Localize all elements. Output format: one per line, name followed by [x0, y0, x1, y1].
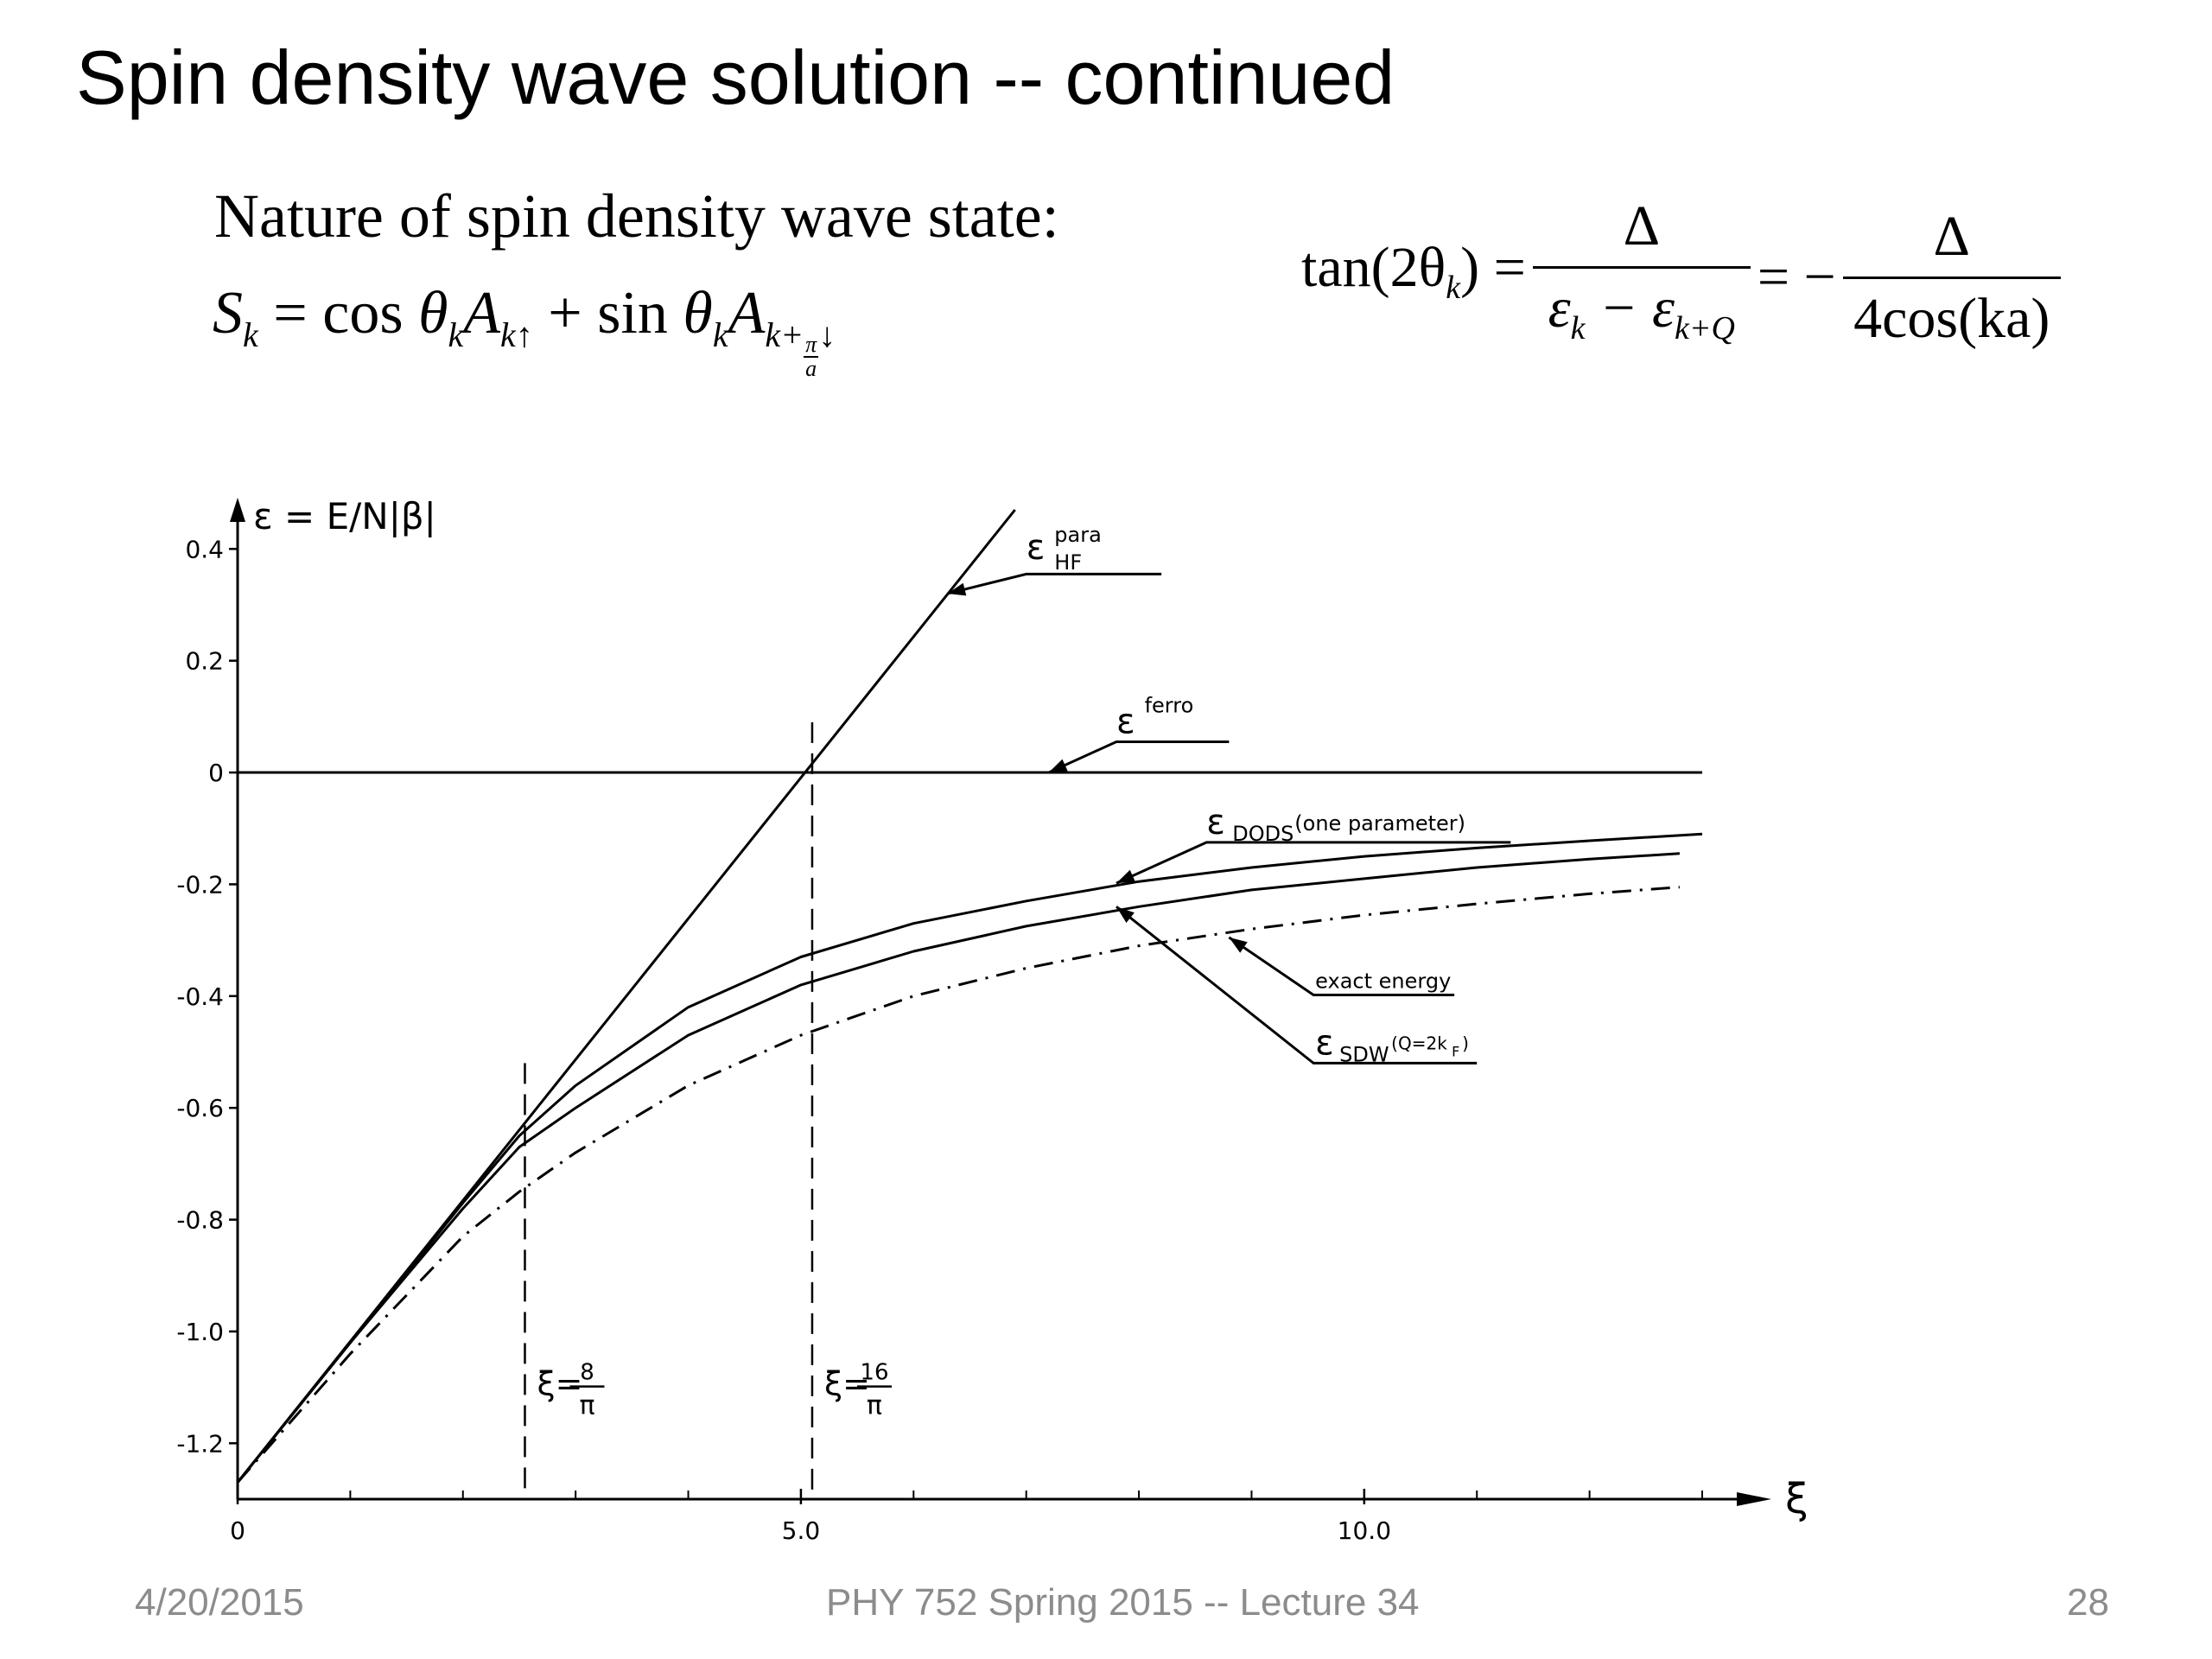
y-tick-label-0-2: -0.2 — [176, 870, 224, 899]
series-line-dods-one-parameter — [236, 832, 1703, 1484]
vline-label-xi: ξ= — [537, 1365, 582, 1403]
energy-vs-xi-chart: ε = E/N|β| ξ 0.4 0.2 0 -0.2 -0.4 -0.6 -0.8 -1.0 -1… — [176, 495, 1808, 1545]
annotation-ferro-sup: ferro — [1145, 693, 1194, 717]
eps-k: ε — [1548, 276, 1571, 340]
footer-date: 4/20/2015 — [135, 1581, 304, 1624]
vline-label-2: ξ=16 π — [824, 1360, 892, 1421]
x-tick-label-10-0: 10.0 — [1338, 1516, 1391, 1545]
y-tick-label-1-2: -1.2 — [176, 1429, 224, 1458]
vline-label-xi: ξ= — [824, 1365, 870, 1403]
annotation-sdw-extra-close: ) — [1462, 1033, 1469, 1053]
annotation-hf-para-leader — [947, 572, 1162, 595]
annotation-dods: ε DODS (one parameter) — [1116, 803, 1511, 885]
fraction-1-den: εk − εk+Q — [1543, 269, 1740, 363]
annotation-sdw-sub: SDW — [1339, 1042, 1389, 1066]
fraction-1: Δ εk − εk+Q — [1532, 192, 1751, 363]
annotation-sdw-arrowhead — [1116, 906, 1135, 924]
tan-close: ) = — [1460, 235, 1526, 299]
slide-subtitle: Nature of spin density wave state: — [214, 181, 1059, 251]
vline-label-den: π — [867, 1391, 882, 1421]
x-axis-label: ξ — [1785, 1475, 1808, 1523]
eps-k-sub: k — [1570, 310, 1586, 346]
vline-label-num: 16 — [860, 1360, 888, 1386]
annotation-exact: exact energy — [1228, 936, 1455, 997]
a-down-subscript-arrow: ↓ — [818, 315, 836, 354]
annotation-dods-sub: DODS — [1232, 822, 1294, 846]
annotation-dods-leader — [1116, 841, 1511, 885]
vline-label-num: 8 — [580, 1360, 594, 1386]
tan-theta-equation: tan(2θk) = Δ εk − εk+Q = − Δ 4cos(ka) — [1301, 192, 2068, 363]
annotation-hf-para-sub: HF — [1054, 550, 1082, 575]
eps-kq: − ε — [1585, 276, 1675, 340]
annotation-sdw-extra-sub: F — [1452, 1043, 1459, 1059]
annotation-dods-arrowhead — [1116, 869, 1135, 884]
neg-equals: = − — [1757, 245, 1836, 308]
x-axis-arrow — [1737, 1492, 1771, 1506]
annotation-sdw-extra: (Q=2k — [1391, 1033, 1447, 1053]
annotation-exact-arrowhead — [1229, 937, 1248, 953]
annotation-hf-para: ε para HF — [947, 523, 1162, 596]
fraction-2: Δ 4cos(ka) — [1842, 202, 2061, 353]
series-line-exact-energy — [236, 886, 1681, 1484]
y-tick-label-0-8: -0.8 — [176, 1206, 224, 1235]
annotation-hf-para-main: ε — [1027, 528, 1046, 568]
slide-title: Spin density wave solution -- continued — [76, 35, 1395, 120]
fraction-2-den: 4cos(ka) — [1853, 286, 2050, 350]
chart-series — [236, 509, 1703, 1499]
theta2-subscript: k — [712, 315, 728, 354]
annotation-sdw-main: ε — [1315, 1023, 1334, 1063]
eps-kq-sub: k+Q — [1675, 310, 1735, 346]
annotation-dods-main: ε — [1206, 803, 1225, 842]
pi-over-a-den: a — [805, 356, 817, 381]
tan-subscript: k — [1446, 269, 1461, 306]
tan-text: tan(2θ — [1301, 235, 1446, 299]
footer-course: PHY 752 Spring 2015 -- Lecture 34 — [826, 1581, 1420, 1624]
annotation-ferro-main: ε — [1116, 702, 1135, 741]
theta2-symbol: θ — [683, 280, 713, 346]
y-tick-label-1-0: -1.0 — [176, 1318, 224, 1346]
a-down-symbol: A — [728, 280, 766, 346]
a-down-subscript-pre: k+ — [765, 315, 804, 354]
fraction-2-num: Δ — [1842, 202, 2061, 279]
y-axis-label: ε = E/N|β| — [253, 495, 436, 537]
theta-symbol: θ — [418, 280, 448, 346]
theta-subscript: k — [448, 315, 464, 354]
annotation-exact-main: exact energy — [1315, 969, 1451, 994]
series-line-sdw-q-2kf — [236, 852, 1680, 1484]
sin-text: + sin — [532, 280, 683, 346]
footer-page: 28 — [2067, 1581, 2109, 1624]
x-tick-label-0: 0 — [230, 1516, 245, 1545]
s-symbol: S — [213, 280, 243, 346]
annotation-sdw-leader — [1116, 906, 1478, 1065]
y-tick-label-0-2: 0.2 — [185, 647, 224, 676]
a-up-subscript: k↑ — [499, 315, 533, 354]
y-tick-label-0-4: 0.4 — [185, 535, 224, 563]
y-tick-label-0: 0 — [208, 759, 224, 787]
annotation-ferro-arrowhead — [1048, 759, 1068, 773]
y-tick-label-0-6: -0.6 — [176, 1094, 224, 1122]
vline-label-1: ξ=8 π — [537, 1360, 605, 1421]
annotation-sdw: ε SDW (Q=2k F) — [1116, 906, 1478, 1066]
annotation-dods-extra: (one parameter) — [1294, 811, 1465, 836]
annotation-ferro: ε ferro — [1048, 693, 1230, 774]
s-subscript: k — [243, 315, 258, 354]
annotation-hf-para-sup: para — [1054, 523, 1102, 547]
cos-text: = cos — [257, 280, 419, 346]
annotation-exact-leader — [1228, 936, 1455, 997]
tan-lhs: tan(2θk) = — [1301, 233, 1526, 322]
a-up-symbol: A — [463, 280, 500, 346]
chart-axes: ε = E/N|β| ξ 0.4 0.2 0 -0.2 -0.4 -0.6 -0.8 -1.0 -1… — [176, 495, 1808, 1545]
sdw-state-equation: Sk = cos θkAk↑ + sin θkAk+ π a ↓ — [213, 275, 836, 380]
x-tick-label-5-0: 5.0 — [782, 1516, 821, 1545]
pi-over-a-num: π — [804, 332, 819, 358]
fraction-1-num: Δ — [1532, 192, 1751, 269]
y-tick-label-0-4: -0.4 — [176, 982, 224, 1011]
y-axis-arrow — [230, 498, 245, 522]
annotation-hf-para-arrowhead — [947, 582, 967, 596]
annotation-ferro-leader — [1048, 740, 1230, 774]
vline-label-den: π — [579, 1391, 594, 1421]
